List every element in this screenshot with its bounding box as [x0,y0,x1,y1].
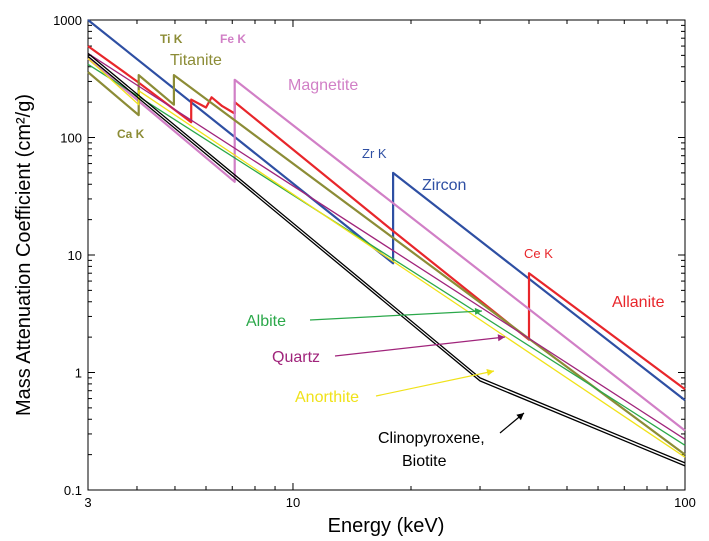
axis-ticks [87,20,686,491]
series-line-0 [87,19,686,402]
leader-arrow-1 [497,334,505,342]
edge-label-2: Ca K [117,127,145,141]
series-label-0: Titanite [170,52,222,69]
edge-label-1: Fe K [220,32,246,46]
edge-label-3: Zr K [362,146,387,161]
y-axis-title: Mass Attenuation Coefficient (cm²/g) [13,94,35,416]
x-tick-label: 3 [84,495,91,510]
series-line-4 [87,63,686,446]
x-tick-label: 10 [286,495,300,510]
x-axis-title: Energy (keV) [328,515,445,537]
series-label-5: Quartz [272,349,320,366]
axis-tick-labels: 0.1 1 10 100 1000 3 10 100 [53,13,696,510]
leader-line-0 [309,310,483,321]
y-tick-label: 1000 [53,13,82,28]
series-line-3 [87,71,686,456]
series-lines [87,19,686,467]
y-tick-label: 1 [75,366,82,381]
series-labels: Ti K Fe K Ca K Zr K Ce K Titanite Magnetite Zir… [117,32,665,470]
leader-line-2 [375,370,495,397]
edge-label-0: Ti K [160,32,183,46]
series-label-2: Zircon [422,177,466,194]
edge-label-4: Ce K [524,246,553,261]
series-label-3: Allanite [612,294,665,311]
leader-arrow-2 [486,369,494,376]
y-tick-label: 100 [60,131,82,146]
series-line-biotite [87,55,686,467]
series-label-1: Magnetite [288,77,358,94]
series-label-4: Albite [246,313,286,330]
leader-arrow-0 [474,307,482,315]
x-tick-label: 100 [674,495,696,510]
y-tick-label: 0.1 [64,483,82,498]
series-label-8: Biotite [402,453,447,470]
series-line-7 [87,52,686,464]
series-line-2 [87,57,686,432]
leader-arrow-3 [516,413,524,421]
series-label-6: Anorthite [295,389,359,406]
series-label-7: Clinopyroxene, [378,430,485,447]
series-line-5 [87,52,686,440]
leader-line-1 [334,336,506,357]
label-leaders [309,307,525,434]
y-tick-label: 10 [68,248,82,263]
